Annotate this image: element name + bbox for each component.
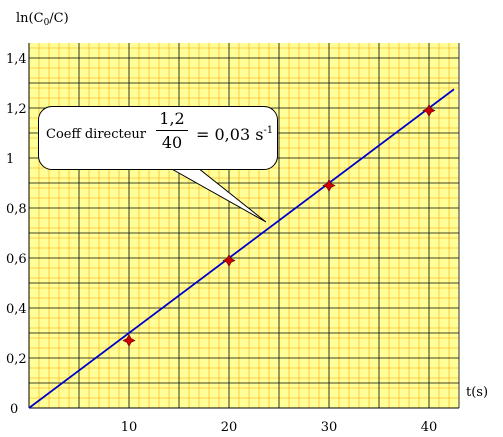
- plot-area: [29, 43, 459, 408]
- y-tick-label: 1: [6, 152, 14, 167]
- slope-value: = 0,03 s: [196, 125, 264, 144]
- slope-result: = 0,03 s-1: [196, 125, 273, 144]
- data-points: [122, 103, 436, 348]
- fit-line-group: [28, 88, 455, 409]
- x-tick-label: 10: [121, 420, 138, 435]
- axes: [28, 43, 460, 409]
- y-tick-label: 0,8: [6, 202, 27, 217]
- y-tick-label: 1,2: [6, 102, 27, 117]
- slope-fraction: 1,2 40: [156, 108, 188, 153]
- x-tick-label: 20: [221, 420, 238, 435]
- x-tick-label: 40: [421, 420, 438, 435]
- slope-unit-exponent: -1: [263, 125, 274, 136]
- slope-callout: [38, 106, 278, 170]
- y-tick-label: 0,4: [6, 302, 27, 317]
- y-axis-label: ln(C0/C): [16, 11, 69, 28]
- data-point: [422, 103, 436, 118]
- y-tick-label: 0,6: [6, 252, 27, 267]
- slope-numerator: 1,2: [156, 108, 188, 131]
- y-tick-label: 0: [10, 402, 18, 417]
- plot-background: [29, 43, 459, 408]
- data-point: [322, 178, 336, 193]
- y-tick-label: 1,4: [6, 52, 27, 67]
- data-point: [122, 333, 136, 348]
- y-tick-label: 0,2: [6, 352, 27, 367]
- slope-denominator: 40: [161, 133, 183, 152]
- slope-label: Coeff directeur: [46, 127, 147, 142]
- slope-callout-text: Coeff directeur 1,2 40 = 0,03 s-1: [46, 108, 276, 168]
- data-point: [222, 253, 236, 268]
- tick-labels: 10 20 30 40 0 0,2 0,4 0,6 0,8 1 1,2 1,4: [6, 52, 437, 435]
- x-axis-label: t(s): [466, 385, 488, 400]
- x-tick-label: 30: [321, 420, 338, 435]
- fit-line: [28, 88, 455, 409]
